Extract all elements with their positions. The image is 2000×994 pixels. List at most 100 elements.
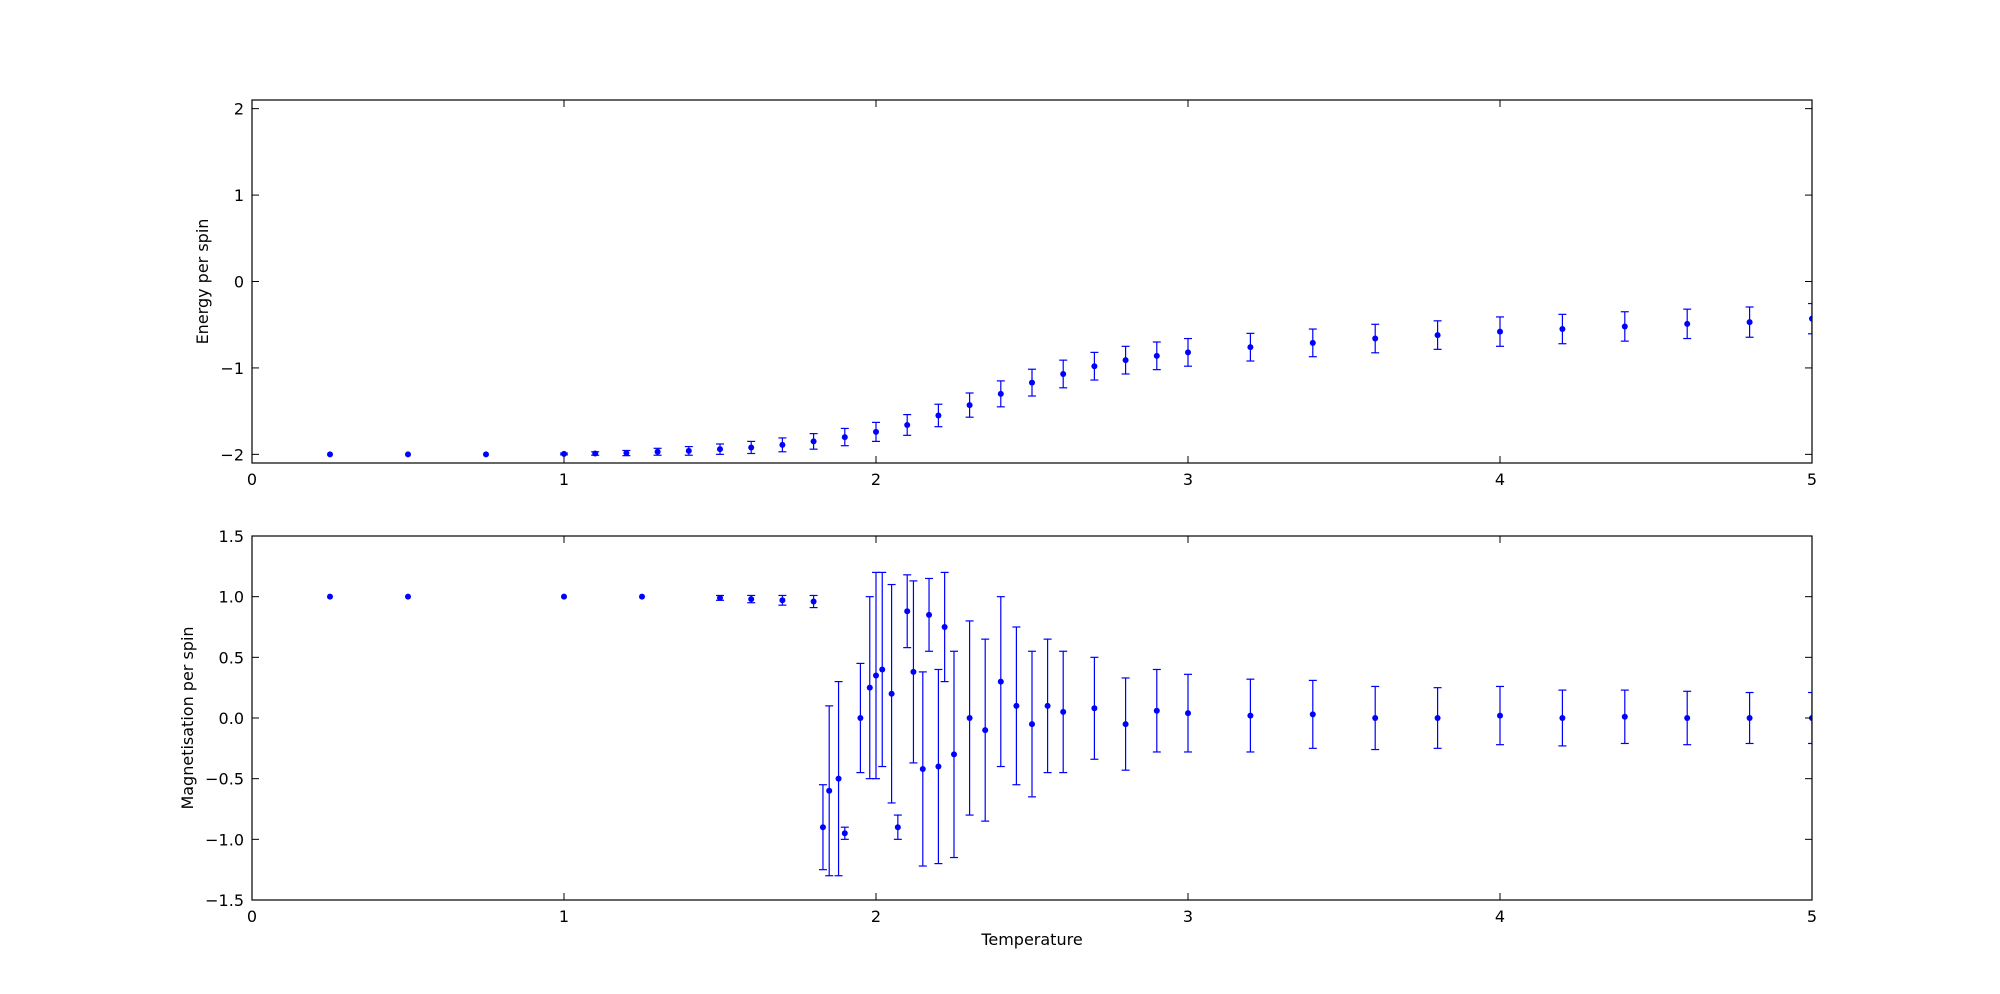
magnetisation-data-point (1060, 708, 1067, 715)
magnetisation-data-point (873, 672, 879, 679)
energy-data-point (561, 450, 567, 457)
energy-axes-frame (251, 99, 1813, 464)
energy-data-point (1809, 315, 1812, 322)
magnetisation-data-point (717, 594, 723, 601)
magnetisation-data-point (857, 715, 864, 721)
energy-data-point (327, 451, 333, 458)
magnetisation-data-point (327, 593, 333, 600)
magnetisation-data-point (1091, 705, 1098, 712)
energy-data-point (935, 412, 942, 419)
energy-y-tick-label: 1 (234, 186, 244, 205)
magnetisation-x-tick-label: 5 (1807, 907, 1817, 926)
magnetisation-x-tick-label: 2 (871, 907, 881, 926)
energy-data-series (327, 302, 1812, 458)
magnetisation-data-point (639, 593, 645, 600)
magnetisation-data-point (1185, 710, 1191, 717)
energy-y-tick-label: −1 (220, 359, 244, 378)
energy-data-point (717, 446, 723, 453)
energy-x-tick-label: 4 (1495, 470, 1505, 489)
magnetisation-y-tick-label: 1.0 (219, 588, 244, 607)
magnetisation-y-tick-label: 0.0 (219, 709, 244, 728)
magnetisation-data-point (561, 593, 567, 600)
magnetisation-data-point (1309, 711, 1316, 718)
magnetisation-data-point (810, 598, 817, 605)
energy-data-point (873, 428, 879, 435)
magnetisation-x-tick-label: 1 (559, 907, 569, 926)
magnetisation-data-point (1497, 712, 1503, 719)
energy-data-point (1185, 349, 1191, 356)
magnetisation-y-tick-label: −0.5 (205, 770, 244, 789)
energy-data-point (1372, 335, 1379, 342)
magnetisation-data-point (910, 668, 917, 675)
magnetisation-x-tick-label: 0 (247, 907, 257, 926)
energy-data-point (1559, 326, 1566, 333)
energy-y-tick-label: 2 (234, 100, 244, 119)
energy-data-point (997, 390, 1004, 397)
energy-x-tick-label: 5 (1807, 470, 1817, 489)
magnetisation-y-tick-label: 1.5 (219, 527, 244, 546)
energy-x-tick-label: 2 (871, 470, 881, 489)
energy-y-axis-label: Energy per spin (193, 219, 212, 345)
energy-data-point (405, 451, 411, 458)
energy-data-point (685, 447, 692, 454)
magnetisation-data-point (1013, 702, 1020, 709)
magnetisation-data-point (1684, 715, 1691, 721)
magnetisation-data-point (1247, 712, 1254, 719)
energy-data-point (779, 441, 786, 448)
energy-data-point (1153, 352, 1160, 359)
energy-x-tick-label: 0 (247, 470, 257, 489)
energy-data-point (654, 448, 661, 455)
energy-x-tick-label: 3 (1183, 470, 1193, 489)
energy-data-point (1746, 319, 1753, 326)
magnetisation-data-point (826, 787, 833, 794)
magnetisation-data-point (1434, 715, 1441, 721)
magnetisation-data-point (919, 765, 926, 772)
magnetisation-subplot: 0 1 2 3 4 5 −1.5 −1.0 −0.5 0.0 0.5 1.0 1.5 Magnetisat… (178, 527, 1817, 949)
energy-x-tick-label: 1 (559, 470, 569, 489)
energy-data-point (1247, 344, 1254, 351)
energy-data-point (592, 450, 599, 457)
magnetisation-data-point (835, 775, 842, 782)
energy-data-point (1122, 357, 1129, 364)
energy-data-point (748, 444, 755, 451)
energy-data-point (1309, 339, 1316, 346)
energy-data-point (810, 438, 817, 445)
energy-data-point (623, 450, 630, 457)
magnetisation-data-point (997, 678, 1004, 685)
magnetisation-y-axis-label: Magnetisation per spin (178, 626, 197, 809)
energy-data-point (1684, 320, 1691, 327)
magnetisation-data-point (779, 597, 786, 604)
energy-data-point (841, 434, 848, 441)
magnetisation-data-point (748, 596, 755, 603)
energy-data-point (1621, 323, 1628, 330)
energy-data-point (966, 402, 973, 409)
magnetisation-y-tick-label: 0.5 (219, 648, 244, 667)
magnetisation-data-point (819, 824, 826, 831)
magnetisation-y-tick-label: −1.5 (205, 891, 244, 910)
magnetisation-data-point (1621, 713, 1628, 720)
magnetisation-data-point (1153, 707, 1160, 714)
energy-y-tick-label: 0 (234, 273, 244, 292)
magnetisation-data-point (1559, 715, 1566, 721)
magnetisation-data-series (327, 571, 1812, 877)
energy-data-point (1434, 332, 1441, 339)
magnetisation-data-point (841, 830, 848, 837)
magnetisation-data-point (1122, 721, 1129, 728)
magnetisation-data-point (1029, 721, 1035, 728)
magnetisation-data-point (926, 611, 933, 618)
energy-data-point (1060, 370, 1067, 377)
magnetisation-data-point (866, 684, 873, 691)
magnetisation-data-point (1746, 715, 1753, 721)
magnetisation-data-point (941, 624, 948, 630)
magnetisation-x-axis-label: Temperature (980, 930, 1082, 949)
energy-data-point (1029, 379, 1035, 386)
energy-data-point (1497, 328, 1503, 335)
magnetisation-data-point (1044, 702, 1051, 709)
magnetisation-data-point (982, 727, 989, 734)
energy-data-point (483, 451, 489, 458)
magnetisation-x-tick-label: 4 (1495, 907, 1505, 926)
magnetisation-data-point (405, 593, 411, 600)
energy-data-point (1091, 363, 1098, 370)
magnetisation-data-point (888, 690, 895, 697)
